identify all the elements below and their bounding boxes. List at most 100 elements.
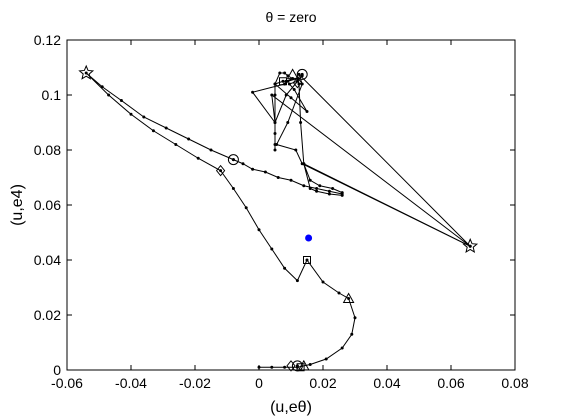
series-point bbox=[278, 71, 282, 75]
series-point bbox=[84, 71, 88, 75]
series-point bbox=[308, 187, 312, 190]
series-point bbox=[257, 228, 261, 232]
x-tick-label: -0.06 bbox=[51, 375, 83, 391]
series-layer bbox=[84, 71, 472, 369]
series-point bbox=[244, 206, 248, 210]
series-point bbox=[305, 110, 309, 113]
series-point bbox=[273, 148, 277, 152]
series-point bbox=[129, 112, 133, 116]
x-tick-label: 0.08 bbox=[501, 375, 528, 391]
series-point bbox=[100, 85, 104, 89]
chart-title: θ = zero bbox=[266, 9, 317, 25]
axes-frame bbox=[66, 39, 516, 371]
series-point bbox=[164, 126, 168, 130]
series-point bbox=[468, 244, 472, 248]
y-tick-label: 0.12 bbox=[34, 32, 61, 48]
series-point bbox=[324, 357, 328, 361]
y-axis-label: (u,e4) bbox=[9, 184, 26, 226]
hexagram-marker bbox=[462, 237, 479, 253]
square-marker bbox=[303, 256, 311, 264]
series-point bbox=[337, 291, 341, 295]
series-point bbox=[315, 189, 319, 193]
hexagram-marker bbox=[78, 64, 95, 80]
series-point bbox=[287, 82, 291, 86]
series-point bbox=[308, 178, 312, 182]
series-point bbox=[119, 99, 123, 102]
series-point bbox=[107, 93, 111, 97]
series-point bbox=[273, 82, 277, 86]
x-axis-label: (u,eθ) bbox=[270, 399, 312, 416]
series-point bbox=[350, 332, 354, 336]
diamond-marker bbox=[215, 164, 226, 177]
circle-marker bbox=[227, 154, 239, 166]
series-point bbox=[251, 167, 255, 171]
series-point bbox=[276, 176, 280, 179]
series-point bbox=[321, 280, 325, 284]
series-point bbox=[289, 178, 293, 182]
series-point bbox=[327, 192, 331, 196]
triangle-marker bbox=[297, 359, 310, 371]
x-tick-label: -0.02 bbox=[179, 375, 211, 391]
series-point bbox=[270, 93, 274, 97]
series-point bbox=[187, 137, 191, 141]
y-tick-label: 0 bbox=[53, 362, 61, 378]
series-point bbox=[273, 121, 277, 124]
x-tick-label: 0 bbox=[255, 375, 263, 391]
series-point bbox=[299, 121, 303, 124]
series-point bbox=[174, 143, 178, 146]
series-point bbox=[273, 132, 277, 135]
markers-layer bbox=[78, 64, 479, 372]
circle-marker-center bbox=[231, 158, 235, 162]
square-marker bbox=[279, 77, 287, 86]
series-point bbox=[347, 297, 351, 300]
series-point bbox=[305, 258, 309, 262]
series-point bbox=[340, 193, 344, 197]
series-point bbox=[294, 148, 298, 152]
series-point bbox=[275, 143, 279, 146]
x-tick-label: 0.04 bbox=[373, 375, 400, 391]
series-point bbox=[327, 189, 331, 193]
series-point bbox=[283, 365, 287, 369]
y-tick-label: 0.06 bbox=[34, 197, 61, 213]
series-point bbox=[340, 191, 344, 195]
series-point bbox=[302, 184, 306, 188]
series-point bbox=[196, 156, 200, 160]
series-point bbox=[251, 90, 255, 94]
ticks-layer: -0.06 -0.04 -0.02 0 0.02 0.04 0.06 0.08 0 0.02 0.0… bbox=[34, 32, 529, 391]
series-point bbox=[283, 71, 287, 75]
series-point bbox=[286, 121, 290, 124]
series-point bbox=[284, 93, 288, 97]
y-tick-label: 0.08 bbox=[34, 142, 61, 158]
series-point bbox=[315, 187, 319, 190]
series-point bbox=[318, 184, 322, 188]
circle-marker-center bbox=[300, 72, 304, 76]
series-point bbox=[257, 365, 261, 369]
series-point bbox=[289, 96, 293, 100]
series-point bbox=[231, 187, 235, 190]
series-point bbox=[353, 316, 357, 320]
x-tick-label: 0.02 bbox=[309, 375, 336, 391]
series-point bbox=[297, 72, 301, 76]
diamond-marker bbox=[286, 360, 296, 372]
x-tick-label: 0.06 bbox=[437, 375, 464, 391]
y-tick-label: 0.1 bbox=[42, 87, 62, 103]
triangle-marker bbox=[342, 292, 355, 303]
series-point bbox=[270, 365, 274, 369]
series-point bbox=[295, 79, 299, 83]
y-tick-label: 0.02 bbox=[34, 307, 61, 323]
series-point bbox=[295, 279, 299, 283]
series-point bbox=[273, 93, 277, 97]
y-tick-label: 0.04 bbox=[34, 252, 61, 268]
series-point bbox=[263, 170, 267, 174]
series-point bbox=[340, 346, 344, 350]
triangle-marker bbox=[286, 68, 299, 79]
series-point bbox=[209, 148, 213, 152]
series-point bbox=[241, 162, 245, 166]
square-marker bbox=[296, 363, 305, 372]
x-tick-label: -0.04 bbox=[115, 375, 147, 391]
series-point bbox=[270, 247, 274, 251]
series-point bbox=[283, 266, 287, 270]
diamond-marker bbox=[292, 76, 303, 89]
series-point bbox=[219, 169, 223, 173]
